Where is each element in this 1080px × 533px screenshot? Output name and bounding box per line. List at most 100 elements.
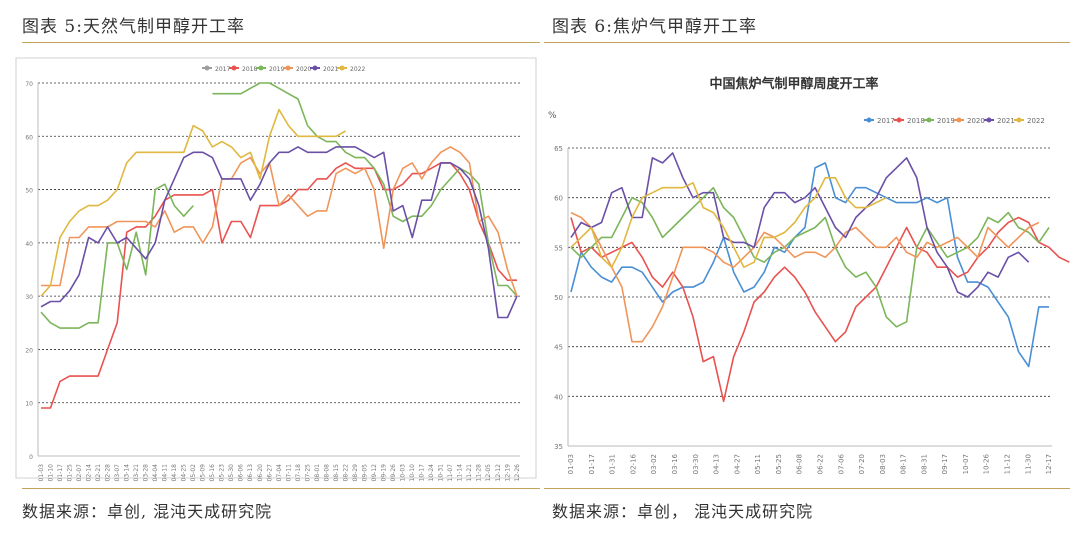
- x-tick-label: 12-26: [514, 464, 521, 482]
- legend-label-2020: 2020: [296, 66, 311, 73]
- y-tick-label: 20: [25, 347, 33, 354]
- x-tick-label: 10-03: [400, 464, 407, 482]
- legend-marker-2021: [312, 65, 318, 71]
- legend-marker-2017: [866, 117, 872, 123]
- figure-title: 图表 5:天然气制甲醇开工率: [22, 17, 245, 37]
- x-tick-label: 10-26: [983, 453, 991, 474]
- x-tick-label: 01-03: [567, 454, 575, 474]
- legend-marker-2020: [285, 65, 291, 71]
- legend-marker-2018: [896, 117, 902, 123]
- series-line-2022: [570, 177, 887, 268]
- x-tick-label: 01-25: [66, 464, 73, 482]
- series-line-2018: [41, 162, 517, 409]
- figure-title: 图表 6:焦炉气甲醇开工率: [552, 17, 757, 37]
- x-tick-label: 06-22: [816, 454, 824, 474]
- x-tick-label: 10-07: [962, 454, 970, 474]
- x-tick-label: 10-10: [409, 464, 416, 482]
- y-tick-label: 35: [554, 443, 563, 451]
- x-tick-label: 11-14: [457, 464, 464, 482]
- x-tick-label: 06-13: [247, 464, 254, 482]
- legend-label-2018: 2018: [242, 66, 257, 73]
- title-rule: [544, 42, 1070, 43]
- x-tick-label: 02-16: [629, 453, 637, 474]
- x-tick-label: 10-17: [419, 464, 426, 482]
- series-line-2020: [570, 211, 1040, 343]
- y-tick-label: 30: [25, 294, 33, 301]
- source-rule: [544, 488, 1070, 489]
- x-tick-label: 02-14: [85, 464, 92, 482]
- x-tick-label: 01-31: [609, 454, 617, 474]
- x-tick-label: 05-25: [775, 454, 783, 474]
- y-tick-label: 40: [554, 393, 563, 401]
- x-tick-label: 07-11: [285, 464, 292, 482]
- x-tick-label: 05-16: [209, 464, 216, 482]
- x-tick-label: 07-25: [304, 464, 311, 482]
- x-tick-label: 08-17: [900, 454, 908, 474]
- series-line-2018: [570, 216, 1070, 403]
- title-rule: [22, 42, 540, 43]
- series-line-2021: [40, 146, 518, 319]
- legend-marker-2022: [1016, 117, 1022, 123]
- x-tick-label: 06-08: [796, 454, 804, 474]
- y-tick-label: 55: [554, 244, 563, 252]
- x-tick-label: 04-04: [152, 464, 159, 482]
- series-line-2019: [570, 186, 1050, 328]
- chart-title: 中国焦炉气制甲醇周度开工率: [709, 76, 878, 92]
- coke-oven-gas-methanol-chart: 中国焦炉气制甲醇周度开工率% 35 40 45 50 55 60 65 01-03 01-17 01…: [548, 76, 1070, 474]
- x-tick-label: 04-25: [181, 464, 188, 482]
- source-rule: [22, 488, 540, 489]
- legend-label-2021: 2021: [323, 66, 338, 73]
- x-tick-label: 10-31: [438, 464, 445, 482]
- legend-label-2017: 2017: [215, 66, 230, 73]
- x-tick-label: 11-21: [466, 464, 473, 482]
- x-tick-label: 09-26: [390, 464, 397, 482]
- x-tick-label: 03-02: [650, 454, 658, 474]
- x-tick-label: 12-05: [485, 464, 492, 482]
- legend-label-2021: 2021: [997, 117, 1015, 125]
- series-line-2021: [570, 152, 1030, 298]
- x-tick-label: 10-24: [428, 464, 435, 482]
- y-tick-label: 40: [25, 241, 33, 248]
- x-tick-label: 12-19: [504, 464, 511, 482]
- chart-panel-coke-oven-gas: 图表 6:焦炉气甲醇开工率 中国焦炉气制甲醇周度开工率% 35 40 45 50 55 60…: [538, 0, 1072, 533]
- legend-marker-2017: [204, 65, 210, 71]
- legend-marker-2022: [339, 65, 345, 71]
- legend-marker-2019: [258, 65, 264, 71]
- x-tick-label: 03-30: [692, 454, 700, 474]
- x-tick-label: 11-12: [1004, 454, 1012, 474]
- x-tick-label: 08-15: [333, 464, 340, 482]
- x-tick-label: 06-20: [257, 464, 264, 482]
- x-tick-label: 09-12: [371, 464, 378, 482]
- x-tick-label: 03-14: [123, 464, 130, 482]
- y-tick-label: 60: [554, 195, 563, 203]
- x-tick-label: 11-28: [476, 464, 483, 482]
- x-tick-label: 03-28: [143, 464, 150, 482]
- x-tick-label: 03-16: [671, 453, 679, 474]
- y-tick-label: 50: [554, 294, 563, 302]
- x-tick-label: 07-06: [837, 453, 845, 474]
- legend-label-2018: 2018: [907, 117, 925, 125]
- series-line-2020: [41, 146, 518, 297]
- x-tick-label: 08-22: [342, 464, 349, 482]
- legend-marker-2018: [231, 65, 237, 71]
- y-tick-label: 0: [29, 454, 33, 461]
- legend-marker-2021: [986, 117, 992, 123]
- x-tick-label: 01-03: [38, 464, 45, 482]
- x-tick-label: 01-17: [57, 464, 64, 482]
- x-tick-label: 01-17: [588, 454, 596, 474]
- x-tick-label: 04-18: [171, 464, 178, 482]
- y-tick-label: 65: [554, 145, 563, 153]
- x-tick-label: 02-07: [76, 464, 83, 482]
- y-axis-label: %: [548, 111, 557, 121]
- x-tick-label: 02-28: [104, 464, 111, 482]
- x-tick-label: 08-08: [323, 464, 330, 482]
- x-tick-label: 08-01: [314, 464, 321, 482]
- y-tick-label: 45: [554, 344, 563, 352]
- legend-label-2022: 2022: [1027, 117, 1045, 125]
- x-tick-label: 06-06: [238, 464, 245, 482]
- legend-label-2017: 2017: [877, 117, 895, 125]
- x-tick-label: 02-21: [95, 464, 102, 482]
- x-tick-label: 09-19: [381, 464, 388, 482]
- x-tick-label: 09-05: [361, 464, 368, 482]
- x-tick-label: 05-09: [200, 464, 207, 482]
